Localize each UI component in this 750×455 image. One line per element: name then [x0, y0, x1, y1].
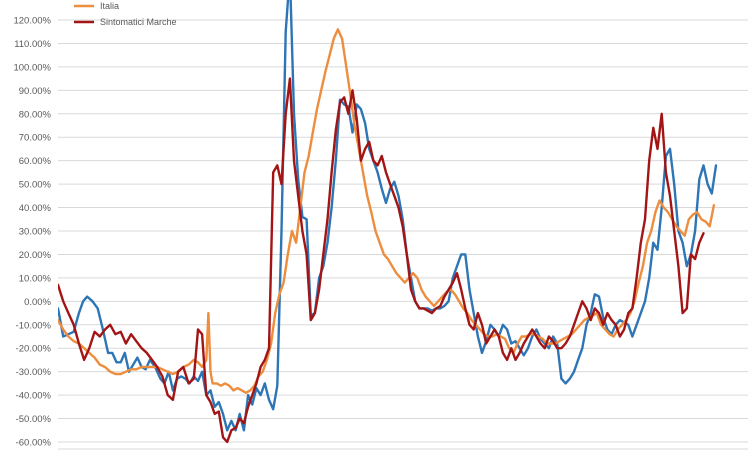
series-line-sintomatici-marche	[58, 77, 705, 444]
y-tick-label: 80.00%	[19, 109, 52, 120]
y-tick-label: 60.00%	[19, 156, 52, 167]
right-panel-edge	[742, 0, 750, 450]
y-tick-label: 90.00%	[19, 86, 52, 97]
y-axis-tick-labels: -60.00% -50.00% -40.00% -30.00% -20.00% -10.0…	[13, 16, 51, 449]
y-tick-label: 110.00%	[14, 39, 51, 50]
y-tick-label: 50.00%	[19, 180, 52, 191]
y-tick-label: 30.00%	[19, 227, 52, 238]
y-tick-label: -50.00%	[16, 414, 52, 425]
y-tick-label: 10.00%	[19, 273, 52, 284]
y-tick-label: -40.00%	[16, 391, 52, 402]
y-tick-label: 0.00%	[24, 297, 51, 308]
series-lines	[58, 0, 718, 444]
y-tick-label: -30.00%	[16, 367, 52, 378]
y-tick-label: -60.00%	[16, 438, 52, 449]
y-tick-label: 40.00%	[19, 203, 52, 214]
y-tick-label: 20.00%	[19, 250, 52, 261]
y-tick-label: 70.00%	[19, 133, 52, 144]
series-line-italia	[58, 28, 716, 394]
y-tick-label: 100.00%	[13, 62, 51, 73]
y-tick-label: -10.00%	[16, 320, 52, 331]
y-tick-label: -20.00%	[16, 344, 52, 355]
y-tick-label: 120.00%	[13, 16, 51, 27]
legend: Italia Sintomatici Marche	[74, 1, 177, 27]
legend-label-sintomatici-marche: Sintomatici Marche	[100, 17, 177, 27]
legend-label-italia: Italia	[100, 1, 119, 11]
